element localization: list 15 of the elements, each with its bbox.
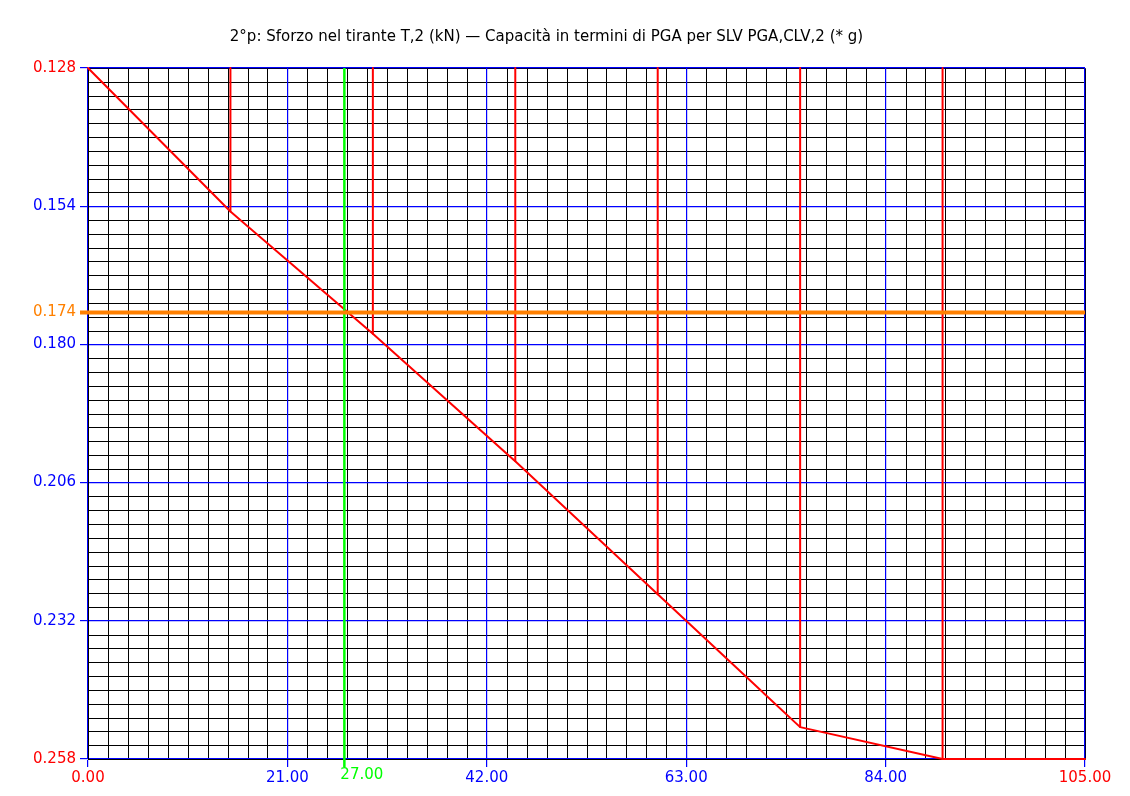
y-tick-label: 0.258 <box>33 748 76 767</box>
y-tick-label: 0.180 <box>33 334 76 353</box>
ref-line-label: 0.174 <box>33 302 76 321</box>
chart-title: 2°p: Sforzo nel tirante T,2 (kN) — Capacità in termini di PGA per SLV PGA,CLV,2 (* g) <box>229 26 864 45</box>
x-tick-label: 0.00 <box>71 767 105 786</box>
y-tick-label: 0.128 <box>33 57 76 76</box>
ref-line-label: 27.00 <box>340 765 384 784</box>
x-tick-label: 105.00 <box>1058 767 1112 786</box>
y-tick-label: 0.206 <box>33 472 76 491</box>
x-tick-label: 21.00 <box>265 767 309 786</box>
x-tick-label: 84.00 <box>864 767 908 786</box>
y-tick-label: 0.232 <box>33 610 76 629</box>
x-tick-label: 42.00 <box>465 767 509 786</box>
x-tick-label: 63.00 <box>664 767 708 786</box>
y-tick-label: 0.154 <box>33 196 76 215</box>
